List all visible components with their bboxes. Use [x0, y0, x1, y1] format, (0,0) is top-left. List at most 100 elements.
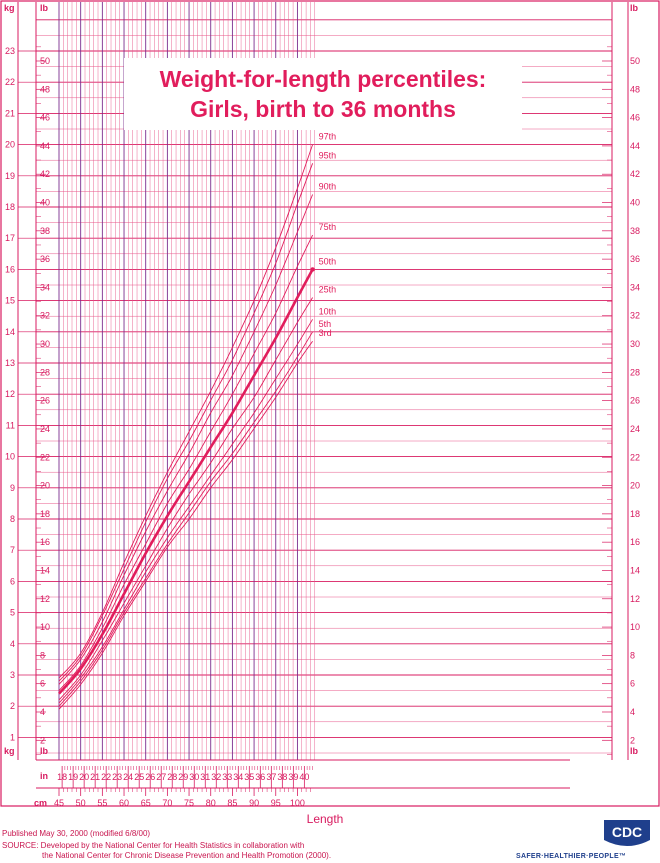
in-tick-label: 25	[134, 772, 144, 782]
cm-tick-label: 100	[290, 798, 305, 808]
lb-tick-label-right: 4	[630, 707, 635, 717]
percentile-label-3rd: 3rd	[319, 328, 332, 338]
lb-tick-label-left: 6	[40, 679, 45, 689]
in-tick-label: 32	[211, 772, 221, 782]
lb-tick-label-right: 32	[630, 311, 640, 321]
in-tick-label: 29	[178, 772, 188, 782]
cdc-logo-icon: CDC	[604, 820, 650, 846]
lb-tick-label-right: 30	[630, 339, 640, 349]
cdc-logo-text: CDC	[612, 824, 642, 840]
lb-tick-label-right: 24	[630, 424, 640, 434]
lb-tick-label-left: 42	[40, 169, 50, 179]
in-tick-label: 27	[156, 772, 166, 782]
cm-tick-label: 60	[119, 798, 129, 808]
kg-tick-label: 21	[5, 108, 15, 118]
curve-layer	[58, 144, 315, 710]
kg-tick-label: 23	[5, 46, 15, 56]
kg-tick-label: 14	[5, 327, 15, 337]
lb-tick-label-left: 50	[40, 56, 50, 66]
percentile-label-75th: 75th	[319, 222, 337, 232]
lb-tick-label-right: 14	[630, 565, 640, 575]
cm-tick-label: 55	[97, 798, 107, 808]
lb-tick-label-right: 50	[630, 56, 640, 66]
percentile-curve-50th	[58, 268, 314, 695]
kg-tick-label: 16	[5, 264, 15, 274]
kg-tick-label: 11	[6, 420, 15, 430]
lb-tick-label-left: 24	[40, 424, 50, 434]
lb-tick-label-right: 36	[630, 254, 640, 264]
chart-title: Weight-for-length percentiles: Girls, bi…	[124, 58, 522, 130]
outer-frame	[0, 0, 660, 807]
percentile-curve-3rd	[58, 340, 313, 710]
lb-tick-label-left: 40	[40, 198, 50, 208]
lb-tick-label-right: 48	[630, 84, 640, 94]
source-note-line2: the National Center for Chronic Disease …	[42, 851, 332, 860]
kg-tick-label: 2	[10, 701, 15, 711]
in-tick-label: 30	[189, 772, 199, 782]
cm-tick-label: 85	[227, 798, 237, 808]
kg-tick-label: 20	[5, 140, 15, 150]
unit-cm: cm	[34, 798, 47, 808]
in-tick-label: 22	[101, 772, 111, 782]
unit-kg-top: kg	[4, 3, 15, 13]
lb-tick-label-left: 34	[40, 282, 50, 292]
in-tick-label: 39	[288, 772, 298, 782]
unit-lb-top-left: lb	[40, 3, 49, 13]
unit-lb-bottom-right: lb	[630, 746, 639, 756]
lb-tick-label-right: 6	[630, 679, 635, 689]
lb-tick-label-left: 28	[40, 367, 50, 377]
in-tick-label: 34	[233, 772, 243, 782]
lb-tick-label-right: 40	[630, 198, 640, 208]
kg-tick-label: 9	[10, 483, 15, 493]
lb-tick-label-right: 26	[630, 396, 640, 406]
in-tick-label: 24	[123, 772, 133, 782]
percentile-curve-97th	[58, 144, 314, 679]
lb-tick-label-left: 32	[40, 311, 50, 321]
lb-tick-label-right: 22	[630, 452, 640, 462]
kg-tick-label: 7	[10, 545, 15, 555]
percentile-curve-10th	[58, 319, 313, 704]
lb-tick-label-right: 34	[630, 282, 640, 292]
lb-tick-label-right: 28	[630, 367, 640, 377]
unit-kg-bottom: kg	[4, 746, 15, 756]
in-tick-label: 19	[68, 772, 78, 782]
lb-tick-label-right: 42	[630, 169, 640, 179]
lb-tick-label-left: 4	[40, 707, 45, 717]
kg-tick-label: 13	[5, 358, 15, 368]
lb-tick-label-right: 20	[630, 481, 640, 491]
kg-tick-label: 12	[5, 389, 15, 399]
percentile-label-10th: 10th	[319, 306, 337, 316]
in-tick-label: 31	[200, 772, 210, 782]
kg-tick-label: 5	[10, 608, 15, 618]
cm-tick-label: 70	[162, 798, 172, 808]
lb-tick-label-left: 10	[40, 622, 50, 632]
percentile-curve-95th	[58, 163, 314, 682]
lb-tick-label-left: 16	[40, 537, 50, 547]
percentile-label-90th: 90th	[319, 182, 337, 192]
unit-in: in	[40, 771, 48, 781]
cm-tick-label: 45	[54, 798, 64, 808]
chart-title-line1: Weight-for-length percentiles:	[159, 66, 487, 92]
in-tick-label: 26	[145, 772, 155, 782]
percentile-curve-25th	[58, 297, 313, 701]
kg-tick-label: 22	[5, 77, 15, 87]
lb-tick-label-left: 44	[40, 141, 50, 151]
percentile-curve-90th	[58, 194, 314, 685]
lb-tick-label-right: 18	[630, 509, 640, 519]
lb-tick-label-right: 8	[630, 650, 635, 660]
published-note: Published May 30, 2000 (modified 6/8/00)	[2, 829, 151, 838]
in-tick-label: 23	[112, 772, 122, 782]
cdc-tagline: SAFER·HEALTHIER·PEOPLE™	[516, 853, 627, 860]
in-tick-label: 18	[57, 772, 67, 782]
in-tick-label: 35	[244, 772, 254, 782]
source-note-line1: SOURCE: Developed by the National Center…	[2, 841, 305, 850]
lb-tick-label-left: 2	[40, 735, 45, 745]
lb-tick-label-right: 16	[630, 537, 640, 547]
kg-tick-label: 15	[5, 296, 15, 306]
cm-tick-label: 75	[184, 798, 194, 808]
kg-tick-label: 18	[5, 202, 15, 212]
lb-tick-label-right: 2	[630, 735, 635, 745]
in-tick-label: 40	[299, 772, 309, 782]
